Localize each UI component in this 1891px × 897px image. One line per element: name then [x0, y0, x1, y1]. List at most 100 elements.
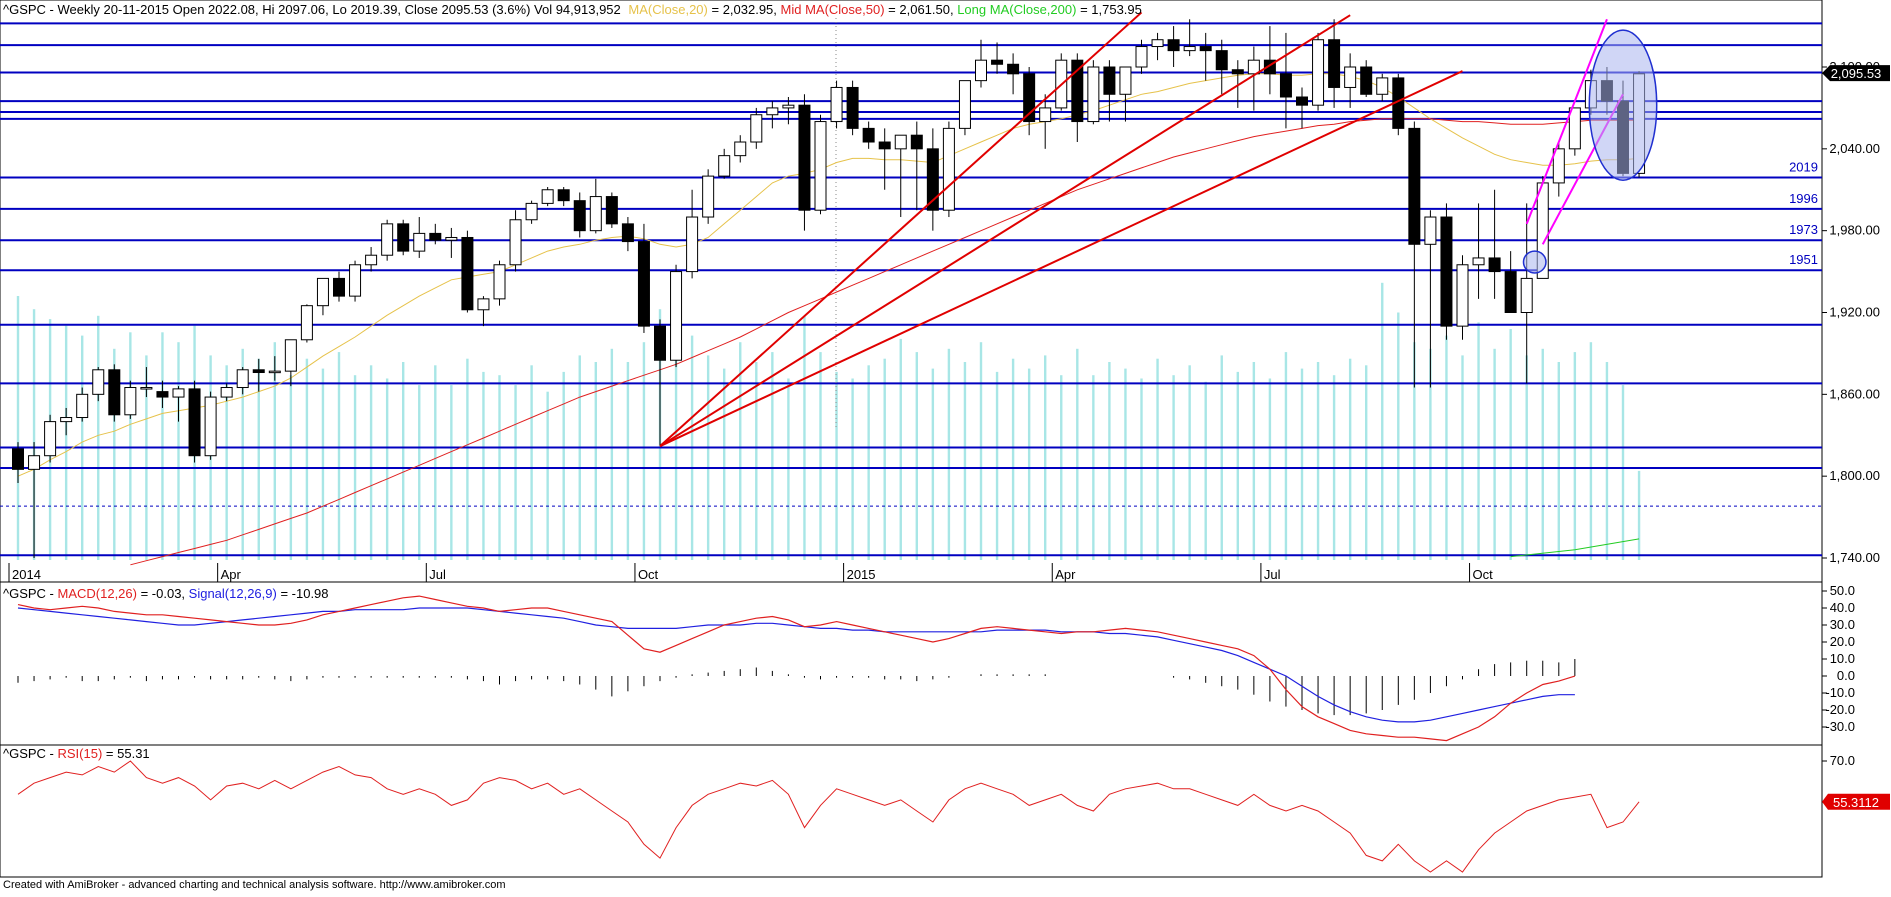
candle-up: [525, 202, 538, 221]
candle-up: [365, 254, 378, 266]
volume-bar: [883, 358, 886, 560]
candle-down: [1296, 96, 1308, 106]
volume-bar: [867, 365, 870, 560]
volume-bar: [723, 368, 726, 560]
candle-up: [349, 264, 362, 297]
footer-credit: Created with AmiBroker - advanced charti…: [3, 879, 506, 891]
volume-bar: [530, 365, 533, 560]
volume-bar: [450, 385, 453, 560]
volume-bar: [1044, 355, 1047, 560]
candle-up: [1151, 39, 1164, 48]
volume-bar: [64, 325, 68, 560]
candle-up: [92, 369, 105, 395]
volume-bar: [1637, 470, 1641, 560]
volume-bar: [257, 358, 260, 560]
candle-down: [926, 148, 939, 211]
candlesticks: [12, 19, 1646, 558]
macd-tick-label: 0.0: [1837, 668, 1855, 683]
candle-down: [1167, 39, 1180, 52]
volume-bar: [1589, 342, 1593, 560]
volume-bar: [1477, 322, 1480, 560]
ma200-value: = 1,753.95: [1080, 2, 1142, 17]
volume-bar: [1108, 362, 1111, 560]
volume-bar: [145, 355, 148, 560]
volume-bar: [1188, 365, 1191, 560]
candle-up: [1472, 257, 1485, 266]
candle-down: [862, 127, 875, 143]
candle-up: [894, 134, 907, 150]
support-line-label: 1973: [1789, 222, 1818, 237]
candle-down: [188, 388, 201, 457]
volume-bar: [1300, 368, 1304, 560]
candle-down: [1215, 50, 1228, 71]
volume-bar: [787, 378, 790, 560]
support-line-label: 1951: [1789, 252, 1818, 267]
volume-bar: [706, 355, 710, 560]
candle-up: [686, 216, 699, 273]
ma200-label: Long MA(Close,200): [957, 2, 1076, 17]
candle-up: [750, 114, 763, 143]
candle-up: [236, 369, 249, 389]
volume-bar: [1413, 342, 1416, 560]
candle-up: [718, 155, 731, 177]
date-tick-label: 2014: [12, 567, 41, 582]
candle-up: [124, 387, 137, 416]
highlight-ellipse: [1522, 250, 1547, 274]
volume-bar: [273, 342, 276, 560]
date-tick-label: Jul: [429, 567, 446, 582]
candle-up: [670, 271, 683, 361]
volume-bar: [161, 332, 164, 560]
candle-down: [910, 134, 923, 150]
rsi-title: ^GSPC - RSI(15) = 55.31: [3, 746, 150, 761]
rsi-title-prefix: ^GSPC -: [3, 746, 58, 761]
signal-label: Signal(12,26,9): [189, 586, 277, 601]
candle-down: [1007, 63, 1020, 75]
volume-bar: [947, 348, 951, 560]
highlight-ellipses: [1522, 29, 1658, 274]
candle-up: [413, 232, 426, 252]
candle-down: [1023, 73, 1036, 123]
ma50-value: = 2,061.50,: [888, 2, 957, 17]
volume-bar: [755, 362, 758, 560]
candle-down: [108, 369, 121, 416]
candle-down: [1071, 59, 1084, 123]
last-price-marker: [1822, 65, 1890, 82]
candle-down: [1199, 46, 1212, 52]
volume-bar: [1605, 362, 1609, 560]
volume-bar: [1621, 385, 1625, 560]
candle-down: [654, 325, 666, 361]
volume-bar: [1541, 348, 1544, 560]
macd-tick-label: -30.0: [1825, 719, 1855, 734]
candle-up: [1183, 46, 1196, 52]
volume-bar: [1156, 358, 1159, 560]
macd-pane-frame: [0, 581, 1823, 746]
volume-bar: [1461, 355, 1464, 560]
candle-up: [734, 141, 747, 157]
rsi-last-label: 55.3112: [1833, 795, 1879, 810]
rsi-value: = 55.31: [106, 746, 150, 761]
candle-up: [1087, 66, 1100, 123]
candle-down: [605, 196, 618, 225]
macd-tick-label: 30.0: [1830, 617, 1855, 632]
rsi-indicator: 70.0 55.3112: [17, 753, 1890, 873]
candle-up: [76, 393, 89, 419]
candle-up: [300, 305, 313, 341]
candle-up: [316, 277, 329, 307]
volume-bar: [1220, 355, 1223, 560]
macd-tick-label: 40.0: [1830, 600, 1855, 615]
volume-bar: [482, 371, 485, 560]
candle-down: [557, 189, 570, 202]
date-tick-label: 2015: [847, 567, 876, 582]
trend-lines: [659, 11, 1624, 448]
support-resistance-lines: 1951 1973 1996 2019: [0, 22, 1822, 557]
candle-up: [1039, 107, 1052, 123]
support-line-label: 2019: [1789, 159, 1818, 174]
candle-up: [1312, 39, 1325, 106]
volume-bar: [899, 338, 902, 560]
rsi-pane-frame: [0, 744, 1823, 878]
price-tick-label: 1,800.00: [1829, 468, 1880, 483]
candle-up: [1376, 77, 1389, 95]
candle-up: [493, 264, 506, 300]
volume-bar: [402, 362, 405, 560]
